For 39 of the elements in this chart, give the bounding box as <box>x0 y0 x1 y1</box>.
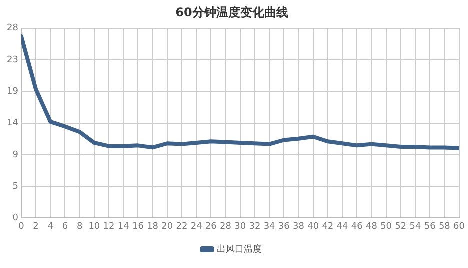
x-tick-label: 50 <box>380 222 392 232</box>
y-tick-label: 0 <box>12 214 19 224</box>
y-tick-label: 23 <box>7 55 18 66</box>
x-tick-label: 28 <box>220 222 232 232</box>
x-tick-label: 30 <box>234 222 246 232</box>
x-tick-label: 40 <box>308 222 320 232</box>
x-tick-label: 48 <box>366 222 378 232</box>
x-tick-label: 2 <box>33 222 39 232</box>
x-tick-label: 6 <box>62 222 68 232</box>
x-tick-label: 42 <box>322 222 334 232</box>
x-tick-label: 60 <box>454 222 466 232</box>
x-tick-label: 56 <box>424 222 436 232</box>
x-tick-label: 8 <box>76 222 83 232</box>
x-tick-label: 26 <box>205 222 218 232</box>
x-tick-label: 18 <box>147 222 159 232</box>
x-tick-label: 58 <box>438 222 451 232</box>
x-tick-label: 54 <box>410 222 422 232</box>
x-tick-label: 24 <box>190 222 203 232</box>
y-tick-label: 14 <box>7 118 19 129</box>
y-tick-label: 28 <box>7 24 19 34</box>
x-tick-label: 20 <box>162 222 174 232</box>
x-tick-label: 46 <box>351 222 364 232</box>
x-tick-label: 22 <box>176 222 188 232</box>
x-tick-label: 52 <box>395 222 407 232</box>
y-tick-label: 5 <box>12 182 18 192</box>
x-tick-label: 10 <box>88 222 100 232</box>
y-tick-label: 19 <box>7 87 19 98</box>
legend-label: 出风口温度 <box>216 244 262 255</box>
chart-title: 60分钟温度变化曲线 <box>176 5 288 20</box>
x-tick-label: 4 <box>48 222 54 232</box>
x-tick-label: 38 <box>293 222 305 232</box>
x-tick-label: 12 <box>103 222 115 232</box>
x-tick-label: 44 <box>336 222 349 232</box>
x-tick-label: 16 <box>132 222 144 232</box>
x-tick-label: 36 <box>278 222 290 232</box>
x-tick-label: 32 <box>249 222 261 232</box>
x-tick-label: 14 <box>118 222 130 232</box>
y-tick-label: 9 <box>12 150 19 160</box>
x-tick-label: 34 <box>264 222 276 232</box>
